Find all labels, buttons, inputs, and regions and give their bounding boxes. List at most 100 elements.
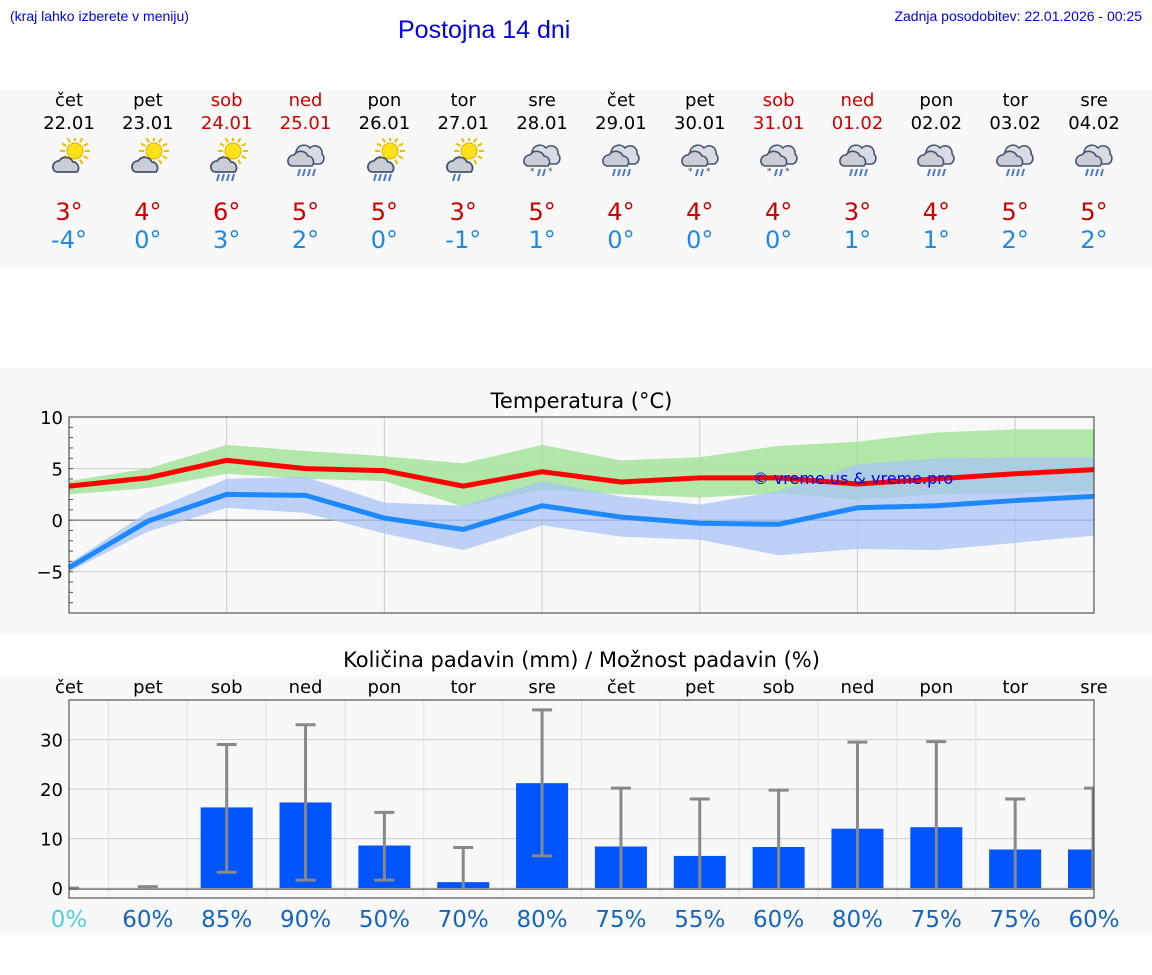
day-name: čet (54, 90, 84, 111)
weather-icon (47, 136, 91, 182)
min-temp-line (67, 491, 1095, 570)
precip-probability: 50% (359, 907, 410, 933)
daily-forecast-panel (0, 90, 1152, 268)
day-name: sre (528, 90, 556, 111)
precip-probability: 80% (832, 907, 883, 933)
plot-frame (68, 699, 1095, 899)
x-tick-label: sob (211, 677, 243, 698)
x-tick-label: pon (919, 677, 953, 698)
max-temp-line (68, 457, 1095, 489)
max-temp: 4° (922, 198, 950, 226)
last-updated: Zadnja posodobitev: 22.01.2026 - 00:25 (894, 8, 1142, 24)
day-date: 04.02 (1068, 113, 1120, 134)
precip-probability: 60% (1068, 907, 1119, 933)
plot-frame (68, 416, 1095, 614)
day-date: 01.02 (831, 113, 884, 134)
min-temp: 0° (134, 226, 162, 254)
max-temp: 5° (528, 198, 556, 226)
precipitation-chart: 30 20 10 0 čet pet sob ned pon tor sre čet pet sob ned… (40, 648, 1119, 933)
x-tick-label: sob (763, 677, 795, 698)
min-temp: 2° (291, 226, 320, 254)
weather-icon: * * (757, 138, 801, 182)
max-temp: 4° (686, 198, 714, 226)
min-temp: -1° (445, 226, 482, 254)
precip-bar (1068, 849, 1094, 889)
min-temp: 1° (843, 226, 872, 254)
precip-probability: 75% (595, 907, 646, 933)
min-temp: -4° (51, 226, 87, 254)
day-date: 26.01 (358, 113, 411, 134)
y-tick-label: 0 (52, 511, 63, 532)
weather-icon: * * (678, 138, 722, 182)
max-temp: 5° (1080, 198, 1108, 226)
max-temp: 4° (765, 198, 793, 226)
day-date: 22.01 (43, 113, 95, 134)
precip-probability: 80% (517, 907, 568, 933)
x-tick-label: sre (528, 677, 555, 698)
x-tick-label: pet (133, 677, 163, 698)
page-title: Postojna 14 dni (398, 16, 571, 44)
day-name: tor (450, 90, 476, 111)
weather-icon (1072, 138, 1116, 182)
weather-icon: * * (520, 138, 564, 182)
precip-probability: 70% (438, 907, 489, 933)
day-name: tor (1002, 90, 1028, 111)
min-temp: 3° (213, 226, 241, 254)
weather-icon (993, 138, 1037, 182)
day-name: ned (840, 90, 875, 111)
svg-text:*: * (530, 167, 535, 177)
svg-text:*: * (688, 167, 693, 177)
x-tick-label: pet (685, 677, 715, 698)
day-date: 30.01 (674, 113, 726, 134)
precip-probability: 55% (674, 907, 725, 933)
day-date: 02.02 (910, 113, 963, 134)
svg-text:*: * (785, 167, 790, 177)
x-tick-label: sre (1080, 677, 1107, 698)
x-tick-label: tor (1002, 677, 1028, 698)
day-date: 31.01 (752, 113, 805, 134)
weather-icon (284, 138, 328, 182)
y-tick-label: 0 (52, 879, 63, 900)
x-tick-label: ned (289, 677, 323, 698)
max-temp: 4° (134, 198, 162, 226)
svg-text:*: * (767, 167, 772, 177)
min-temp: 0° (370, 226, 399, 254)
day-name: čet (606, 90, 635, 111)
weather-icon (914, 138, 958, 182)
max-temp: 6° (213, 198, 241, 226)
precip-probability: 85% (201, 907, 252, 933)
y-tick-label: −5 (36, 563, 63, 584)
day-name: sre (1080, 90, 1108, 111)
y-tick-label: 10 (40, 408, 63, 429)
weather-icon (205, 136, 249, 182)
y-tick-label: 5 (52, 460, 63, 481)
max-temp: 5° (1001, 198, 1029, 226)
x-tick-label: ned (841, 677, 875, 698)
min-temp: 1° (922, 226, 950, 254)
x-tick-label: čet (55, 677, 83, 698)
max-temp: 5° (291, 198, 320, 226)
day-date: 23.01 (122, 113, 174, 134)
min-temp: 1° (528, 226, 556, 254)
min-temp: 0° (686, 226, 714, 254)
max-temp: 3° (843, 198, 872, 226)
min-temp: 0° (765, 226, 793, 254)
temperature-chart: 10 5 0 −5 Temperatura (°C) © vreme.us & vreme… (36, 389, 1095, 614)
day-name: ned (288, 90, 323, 111)
day-date: 29.01 (595, 113, 647, 134)
x-tick-label: pon (367, 677, 401, 698)
svg-text:*: * (706, 167, 711, 177)
min-temp-range-band (69, 457, 1094, 572)
svg-text:*: * (548, 167, 553, 177)
temperature-chart-title: Temperatura (°C) (490, 389, 673, 413)
day-date: 28.01 (516, 113, 568, 134)
watermark: © vreme.us & vreme.pro (753, 469, 954, 488)
precip-probability: 0% (51, 907, 88, 933)
day-name: pet (133, 90, 163, 111)
precip-probability: 75% (990, 907, 1041, 933)
y-tick-label: 30 (40, 731, 63, 752)
y-tick-label: 20 (40, 780, 63, 801)
x-tick-label: tor (450, 677, 476, 698)
weather-icon (836, 138, 880, 182)
max-temp: 4° (607, 198, 635, 226)
